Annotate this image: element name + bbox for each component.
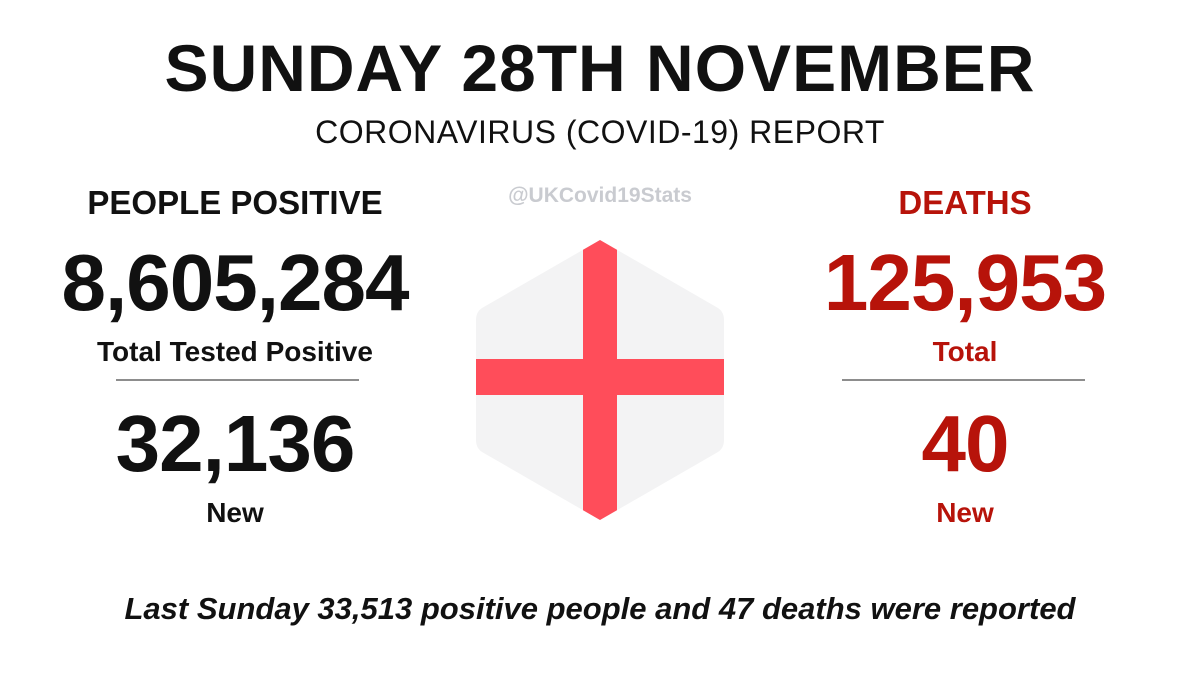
report-date-title: SUNDAY 28TH NOVEMBER: [164, 31, 1036, 105]
total-positive-value: 8,605,284: [61, 238, 410, 327]
last-week-comparison: Last Sunday 33,513 positive people and 4…: [124, 591, 1076, 626]
report-subtitle: CORONAVIRUS (COVID-19) REPORT: [315, 114, 885, 150]
twitter-handle: @UKCovid19Stats: [508, 184, 692, 207]
deaths-divider: [842, 379, 1085, 381]
new-positive-value: 32,136: [115, 399, 356, 488]
people-positive-heading: PEOPLE POSITIVE: [87, 184, 383, 221]
total-deaths-label: Total: [932, 336, 998, 367]
total-positive-label: Total Tested Positive: [97, 336, 373, 367]
new-deaths-label: New: [936, 497, 994, 528]
england-flag-hexagon-icon: [476, 240, 724, 520]
deaths-heading: DEATHS: [898, 184, 1032, 221]
new-deaths-value: 40: [921, 399, 1010, 488]
total-deaths-value: 125,953: [823, 238, 1107, 327]
new-positive-label: New: [206, 497, 264, 528]
positive-divider: [116, 379, 359, 381]
